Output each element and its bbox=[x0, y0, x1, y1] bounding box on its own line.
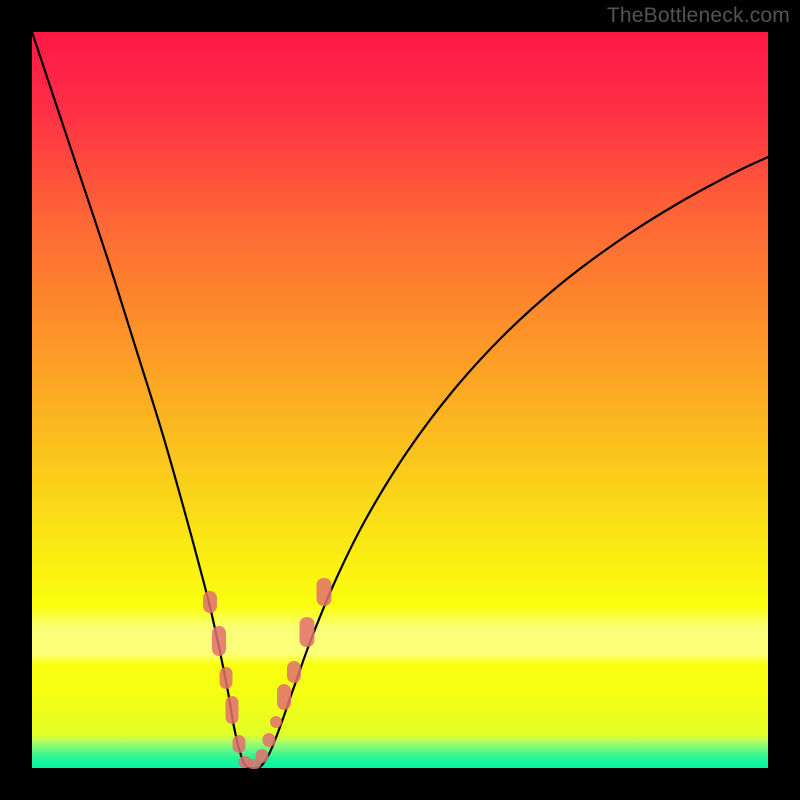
data-marker bbox=[226, 696, 239, 724]
data-marker bbox=[300, 617, 315, 647]
plot-area bbox=[32, 32, 768, 768]
data-marker bbox=[287, 661, 301, 683]
data-marker bbox=[220, 667, 233, 689]
data-marker bbox=[270, 716, 282, 728]
data-marker bbox=[233, 735, 246, 753]
data-marker bbox=[212, 626, 226, 656]
bottleneck-curve bbox=[32, 32, 768, 768]
data-marker bbox=[317, 578, 332, 606]
watermark-text: TheBottleneck.com bbox=[607, 4, 790, 28]
data-marker bbox=[256, 749, 269, 763]
data-marker bbox=[203, 591, 217, 613]
chart-root: { "watermark": { "text": "TheBottleneck.… bbox=[0, 0, 800, 800]
marker-group bbox=[203, 578, 332, 769]
data-marker bbox=[277, 684, 291, 710]
curve-svg bbox=[32, 32, 768, 768]
data-marker bbox=[263, 733, 276, 747]
